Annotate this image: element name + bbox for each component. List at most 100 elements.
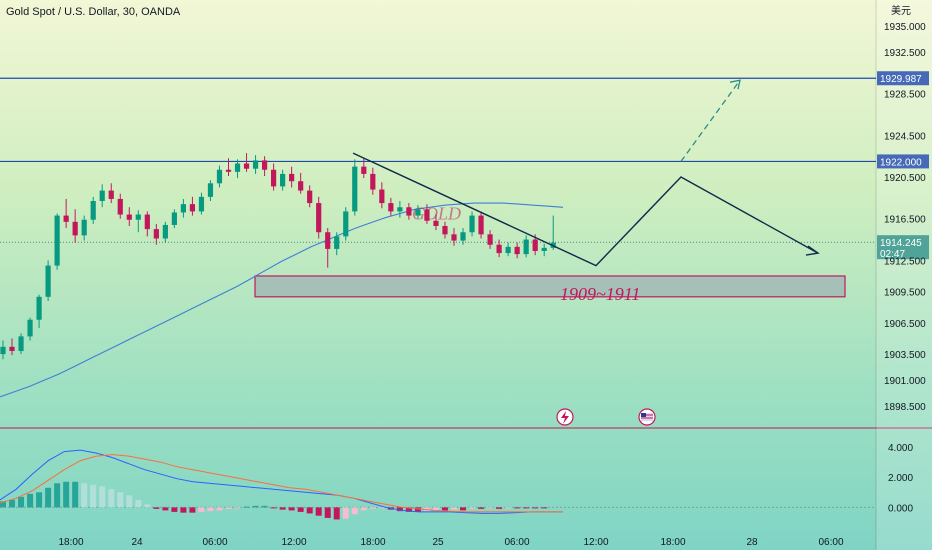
macd-line [0, 449, 563, 514]
candle [81, 215, 87, 241]
macd-histogram-bar [478, 507, 485, 509]
candle-body [415, 209, 421, 216]
candle [451, 228, 457, 246]
macd-histogram-bar [117, 492, 124, 508]
price-tick-label: 1928.500 [884, 90, 926, 101]
time-tick-label: 06:00 [818, 537, 843, 548]
macd-histogram-bar [180, 507, 187, 513]
macd-histogram-bar [532, 507, 539, 509]
candle [261, 156, 268, 177]
macd-histogram-bar [297, 507, 304, 512]
macd-histogram-bar [496, 507, 503, 509]
candle-body [532, 239, 538, 251]
candle [469, 211, 475, 237]
candle-body [153, 229, 159, 239]
zone-label: 1909~1911 [560, 284, 640, 304]
candle-body [198, 196, 205, 212]
candle-body [289, 173, 295, 182]
candle-body [379, 189, 385, 204]
time-tick-label: 18:00 [660, 537, 685, 548]
candle [243, 153, 250, 172]
candle [135, 210, 141, 233]
macd-histogram-bar [342, 507, 349, 519]
candle [180, 198, 186, 218]
candle [406, 203, 412, 220]
price-levels: 1929.987 1922.000 1914.24502:47 [0, 71, 929, 260]
candle-body [280, 173, 286, 187]
macd-histogram-bar [451, 507, 457, 510]
candle-body [334, 236, 340, 249]
support-zone: 1909~1911 [254, 275, 846, 304]
candle [271, 163, 277, 191]
macd-pane[interactable] [0, 449, 876, 520]
currency-button[interactable]: 美元 [891, 6, 911, 17]
macd-histogram-bar [405, 507, 412, 512]
candle-body [388, 203, 394, 212]
candle [162, 221, 168, 243]
flag-icon-canton [641, 413, 646, 417]
macd-histogram-bar [171, 507, 178, 512]
price-axis-background [876, 0, 932, 550]
candle-body [162, 224, 168, 239]
projection-path [352, 152, 819, 267]
candlestick-series[interactable] [0, 153, 556, 360]
macd-histogram-bar [0, 501, 6, 508]
candle [289, 166, 295, 188]
macd-histogram-bar [162, 507, 169, 511]
macd-tick-label: 4.000 [888, 443, 913, 454]
macd-histogram-bar [72, 481, 79, 508]
macd-histogram-bar [99, 486, 106, 508]
candle [225, 158, 232, 177]
macd-histogram-bar [54, 483, 61, 508]
chart-title: Gold Spot / U.S. Dollar, 30, OANDA [6, 6, 181, 18]
moving-average-line [0, 202, 564, 398]
candle [45, 260, 51, 301]
candle [415, 205, 421, 219]
candle-body [523, 239, 529, 255]
candle-body [207, 183, 214, 197]
time-tick-label: 06:00 [202, 537, 227, 548]
candle-body [514, 246, 520, 255]
candle [397, 201, 403, 218]
candle [9, 338, 15, 356]
time-tick-label: 18:00 [58, 537, 83, 548]
candle-body [243, 163, 250, 169]
candle [487, 230, 493, 249]
macd-histogram-bar [216, 507, 223, 511]
projection-arrowhead [805, 245, 820, 256]
candle-body [216, 169, 223, 184]
candle-body [126, 214, 132, 220]
macd-histogram-bar [225, 507, 232, 509]
candle [54, 213, 60, 270]
moving-average: GOLD [0, 202, 564, 398]
candle [316, 196, 322, 239]
candle [72, 209, 78, 243]
candle-body [117, 198, 123, 215]
macd-histogram-bar [288, 507, 295, 511]
macd-histogram-bar [144, 504, 151, 508]
candle [514, 242, 520, 259]
candle [334, 232, 340, 256]
candle [442, 221, 448, 239]
candle-body [325, 232, 331, 249]
candle [117, 193, 123, 219]
macd-histogram-bar [505, 507, 512, 509]
candle-body [478, 215, 484, 235]
candle [144, 211, 150, 237]
time-axis[interactable]: 18:00 24 06:00 12:00 18:00 25 06:00 12:00 18:00 2… [58, 537, 843, 548]
price-axis[interactable]: 1935.000 1932.500 1928.500 1924.500 1920.500… [875, 0, 932, 550]
event-icons[interactable] [556, 408, 656, 426]
flag-icon-body [641, 413, 653, 421]
macd-histogram-bar [523, 507, 530, 509]
candle [361, 158, 367, 179]
macd-histogram-bar [243, 506, 250, 508]
macd-histogram-bar [396, 507, 403, 512]
candle-body [343, 211, 349, 237]
price-tick-label: 1932.500 [884, 48, 926, 59]
price-tick-label: 1901.000 [884, 376, 926, 387]
macd-histogram-bar [460, 507, 467, 511]
level-price-label: 1929.987 [880, 74, 922, 85]
candle [0, 340, 6, 360]
candle-body [99, 190, 105, 202]
